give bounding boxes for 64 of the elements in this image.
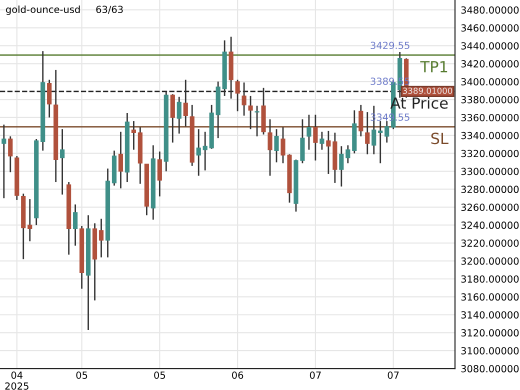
x-tick-label: 07	[310, 372, 321, 379]
candlestick	[339, 145, 344, 188]
ref-line-label: TP1	[420, 61, 448, 72]
candlestick	[378, 120, 383, 164]
text: 63/63	[96, 6, 123, 14]
y-tick-label: 3460.00000	[461, 24, 519, 32]
candlestick	[320, 131, 324, 150]
x-tick-label: 05	[154, 372, 166, 379]
y-tick-label: 3200.00000	[461, 257, 519, 265]
y-tick-label: 3420.00000	[461, 60, 519, 68]
candlestick	[254, 105, 260, 137]
ref-line-label: SL	[431, 132, 448, 144]
x-tick-label: 06	[232, 372, 244, 379]
y-tick-label: 3280.00000	[461, 186, 519, 194]
candlestick	[118, 131, 124, 190]
candlestick	[358, 104, 364, 137]
candlestick	[306, 114, 312, 150]
x-tick-label: 04 2025	[5, 372, 28, 390]
y-tick-label: 3240.00000	[461, 222, 519, 229]
y-tick-label: 3320.00000	[461, 150, 519, 158]
y-tick-label: 3140.00000	[461, 311, 519, 319]
y-tick-label: 3100.00000	[461, 347, 519, 354]
y-tick-label: 3220.00000	[461, 239, 519, 247]
y-tick-label: 3300.00000	[461, 168, 519, 176]
candlestick	[2, 124, 6, 199]
y-tick-label: 3080.00000	[461, 365, 519, 372]
candlestick	[176, 96, 182, 134]
annotation: 3389.01000	[402, 88, 452, 94]
candlestick	[183, 79, 188, 128]
candlestick	[274, 128, 279, 163]
candlestick	[235, 79, 240, 112]
candlestick	[157, 150, 162, 198]
y-tick-label: 3380.00000	[461, 96, 519, 104]
y-tick-label: 3180.00000	[461, 275, 519, 283]
y-tick-label: 3340.00000	[461, 132, 519, 140]
candlestick	[98, 218, 104, 258]
candlestick	[72, 204, 78, 246]
candlestick	[28, 198, 32, 242]
y-tick-label: 3440.00000	[461, 42, 519, 50]
candlestick	[47, 79, 52, 118]
candlestick	[131, 120, 136, 150]
annotation: 3429.55	[370, 42, 410, 50]
y-tick-label: 3120.00000	[461, 329, 519, 337]
y-tick-label: 3260.00000	[461, 204, 519, 211]
candlestick	[384, 120, 390, 144]
x-tick-label: 07	[388, 372, 399, 379]
candlestick	[365, 111, 370, 155]
candlestick	[8, 136, 13, 173]
candlestick	[326, 130, 331, 175]
text: gold-ounce-usd	[6, 6, 80, 15]
candlestick	[196, 128, 201, 176]
candlestick	[346, 144, 350, 164]
y-tick-label: 3160.00000	[461, 293, 519, 301]
candlestick	[60, 128, 65, 196]
y-tick-label: 3360.00000	[461, 114, 519, 122]
candlestick	[268, 118, 272, 176]
candlestick	[313, 114, 318, 162]
y-tick-label: 3400.00000	[461, 78, 519, 86]
candlestick	[170, 93, 175, 144]
x-tick-label: 05	[76, 372, 88, 379]
candlestick	[202, 131, 208, 172]
y-tick-label: 3480.00000	[461, 6, 519, 14]
candlestick	[242, 82, 246, 116]
candlestick	[248, 95, 253, 130]
